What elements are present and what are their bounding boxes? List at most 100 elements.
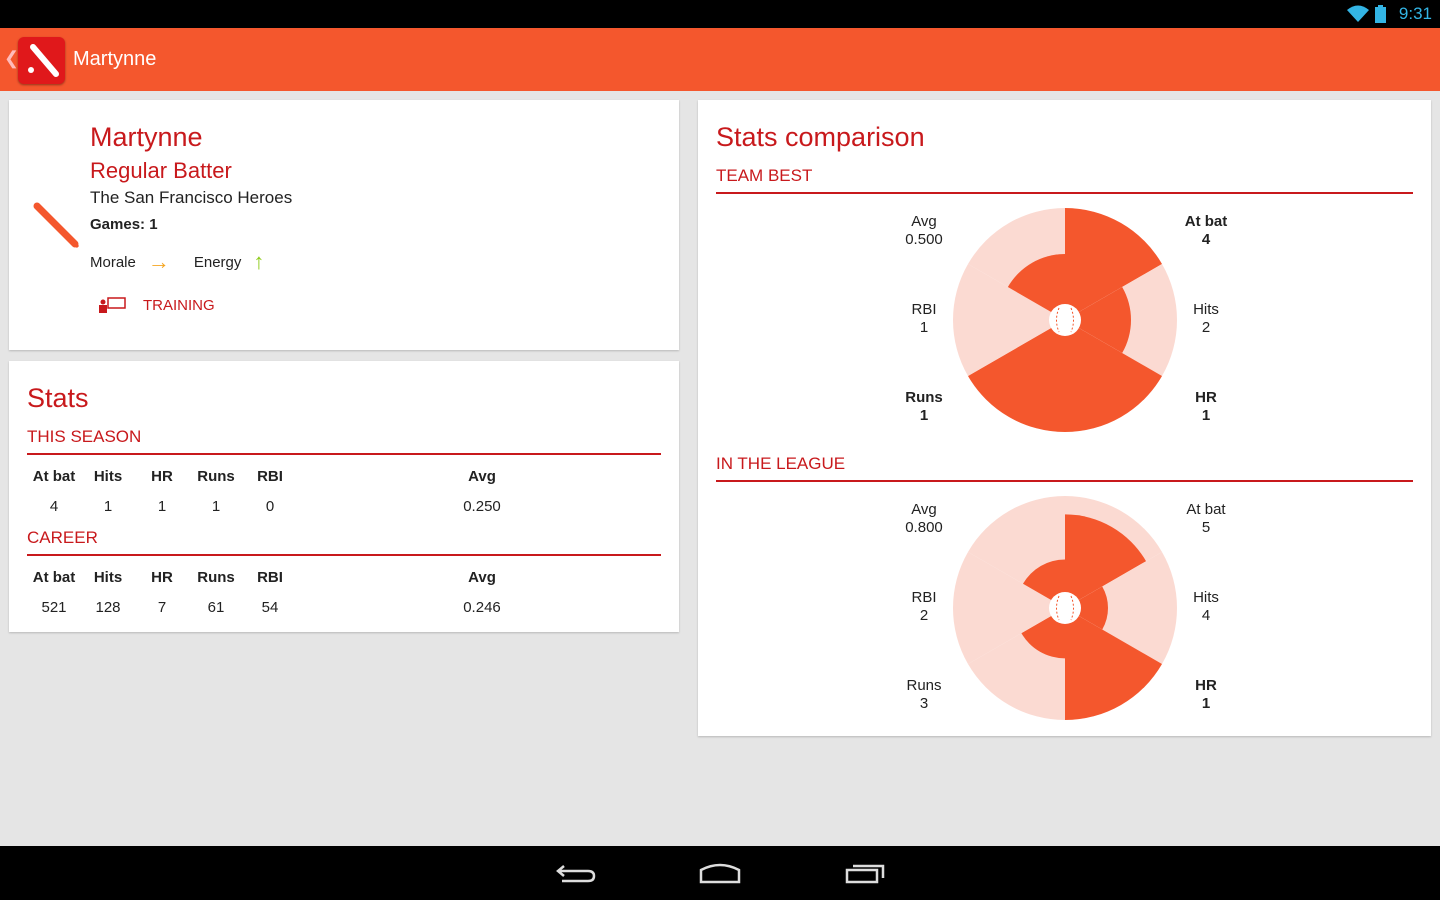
comparison-title: Stats comparison bbox=[716, 122, 925, 152]
column-header: HR bbox=[151, 467, 173, 485]
arrow-right-icon: → bbox=[147, 249, 170, 274]
sector-value bbox=[1065, 608, 1162, 720]
sector-background bbox=[953, 264, 1065, 376]
table-cell: 128 bbox=[95, 598, 121, 616]
stat-name: Runs bbox=[905, 389, 943, 406]
this-season-header: THIS SEASON bbox=[27, 427, 661, 455]
stat-name: Avg bbox=[911, 213, 937, 230]
stat-name: HR bbox=[1195, 389, 1217, 406]
sector-value bbox=[1065, 586, 1108, 630]
spacer bbox=[297, 562, 427, 592]
training-button[interactable]: TRAINING bbox=[97, 296, 215, 314]
sector-value bbox=[1065, 514, 1147, 608]
stat-value: 0.800 bbox=[905, 519, 943, 536]
app-title: Martynne bbox=[73, 48, 157, 70]
comparison-card: Stats comparison TEAM BEST At bat 4 Hits 2 HR… bbox=[698, 100, 1431, 736]
sector-value bbox=[1065, 208, 1162, 320]
column-header: Avg bbox=[468, 467, 496, 485]
stat-name: Runs bbox=[906, 677, 942, 694]
stat-label: Runs 1 bbox=[884, 389, 964, 425]
comparison-section-header: IN THE LEAGUE bbox=[716, 454, 1413, 482]
spacer bbox=[297, 491, 427, 521]
morale-label: Morale bbox=[90, 253, 136, 271]
stat-label: Avg 0.500 bbox=[884, 213, 964, 249]
sector-background bbox=[1065, 552, 1177, 664]
stat-name: RBI bbox=[911, 589, 937, 606]
table-cell: 7 bbox=[157, 598, 167, 616]
action-bar: ❮ Martynne bbox=[0, 28, 1440, 91]
player-role: Regular Batter bbox=[90, 158, 232, 183]
stat-value: 4 bbox=[1201, 607, 1211, 624]
column-header: Runs bbox=[197, 568, 235, 586]
up-chevron-icon[interactable]: ❮ bbox=[4, 48, 20, 68]
stat-label: Avg 0.800 bbox=[884, 501, 964, 537]
home-icon[interactable] bbox=[699, 862, 741, 884]
table-cell: 0.246 bbox=[463, 598, 501, 616]
sector-value bbox=[968, 320, 1065, 432]
player-condition: Morale → Energy ↑ bbox=[90, 249, 264, 275]
table-cell: 0.250 bbox=[463, 497, 501, 515]
column-header: Hits bbox=[93, 467, 123, 485]
stat-value: 1 bbox=[1201, 695, 1211, 712]
stats-title: Stats bbox=[27, 383, 89, 413]
table-cell: 4 bbox=[49, 497, 59, 515]
stat-value: 2 bbox=[1201, 319, 1211, 336]
stat-value: 1 bbox=[919, 319, 929, 336]
bat-icon bbox=[33, 202, 80, 249]
column-header: At bat bbox=[32, 467, 76, 485]
arrow-up-icon: ↑ bbox=[253, 249, 265, 274]
stat-name: At bat bbox=[1184, 213, 1228, 230]
stat-value: 2 bbox=[919, 607, 929, 624]
stat-name: Hits bbox=[1193, 301, 1219, 318]
training-board-icon bbox=[99, 297, 126, 313]
baseball-icon bbox=[1049, 592, 1081, 624]
sector-value bbox=[1065, 320, 1162, 432]
column-header: RBI bbox=[257, 568, 283, 586]
header-row: At bat Hits HR Runs RBI Avg bbox=[27, 461, 537, 491]
spacer bbox=[297, 592, 427, 622]
career-table: At bat Hits HR Runs RBI Avg 521 128 7 61 54 0.246 bbox=[27, 562, 537, 622]
table-cell: 1 bbox=[157, 497, 167, 515]
season-table: At bat Hits HR Runs RBI Avg 4 1 1 1 0 0.250 bbox=[27, 461, 537, 521]
training-label: TRAINING bbox=[143, 296, 215, 314]
stat-label: Hits 4 bbox=[1166, 589, 1246, 625]
stat-name: At bat bbox=[1186, 501, 1226, 518]
sector-value bbox=[1007, 254, 1065, 320]
player-name: Martynne bbox=[90, 122, 203, 152]
career-header: CAREER bbox=[27, 528, 661, 556]
stat-label: HR 1 bbox=[1166, 677, 1246, 713]
table-cell: 61 bbox=[207, 598, 225, 616]
column-header: At bat bbox=[32, 568, 76, 586]
stat-name: Avg bbox=[911, 501, 937, 518]
stat-value: 1 bbox=[919, 407, 929, 424]
status-bar: 9:31 bbox=[0, 0, 1440, 28]
column-header: Runs bbox=[197, 467, 235, 485]
table-row: 521 128 7 61 54 0.246 bbox=[27, 592, 537, 622]
baseball-bat-icon[interactable] bbox=[18, 37, 65, 84]
stat-value: 1 bbox=[1201, 407, 1211, 424]
sector-value bbox=[1065, 287, 1131, 353]
column-header: HR bbox=[151, 568, 173, 586]
comparison-section-header: TEAM BEST bbox=[716, 166, 1413, 194]
radial-comparison-chart bbox=[953, 208, 1177, 432]
sector-value bbox=[1021, 608, 1065, 659]
table-row: 4 1 1 1 0 0.250 bbox=[27, 491, 537, 521]
player-card: Martynne Regular Batter The San Francisc… bbox=[9, 100, 679, 350]
sector-background bbox=[953, 552, 1065, 664]
back-icon[interactable] bbox=[556, 862, 596, 884]
radial-comparison-chart bbox=[953, 496, 1177, 720]
sector-value bbox=[1022, 559, 1065, 608]
stat-value: 3 bbox=[919, 695, 929, 712]
games-count: Games: 1 bbox=[90, 216, 158, 233]
navigation-bar bbox=[0, 846, 1440, 900]
stat-label: Runs 3 bbox=[884, 677, 964, 713]
battery-charging-icon bbox=[1375, 5, 1386, 23]
stat-name: Hits bbox=[1193, 589, 1219, 606]
stat-label: At bat 5 bbox=[1166, 501, 1246, 537]
stat-value: 0.500 bbox=[905, 231, 943, 248]
recent-apps-icon[interactable] bbox=[845, 862, 887, 884]
spacer bbox=[297, 461, 427, 491]
stat-label: RBI 1 bbox=[884, 301, 964, 337]
stat-label: HR 1 bbox=[1166, 389, 1246, 425]
stat-label: RBI 2 bbox=[884, 589, 964, 625]
